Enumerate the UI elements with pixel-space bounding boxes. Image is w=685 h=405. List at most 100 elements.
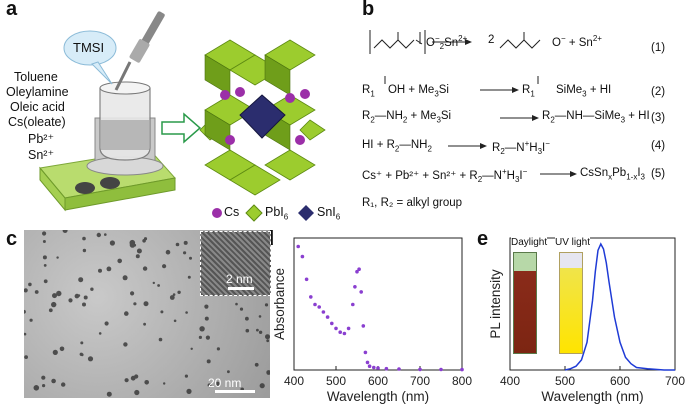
absorbance-point	[418, 367, 422, 372]
nanoparticle	[82, 248, 87, 253]
nanoparticle	[134, 389, 140, 396]
nanoparticle	[130, 375, 136, 381]
cs-legend-icon	[212, 208, 222, 218]
equation-3: R2—NH2 + Me3Si	[362, 110, 452, 125]
nanoparticle	[136, 248, 142, 254]
legend-sni6: SnI6	[317, 205, 341, 222]
y-axis-label: Absorbance	[272, 268, 287, 340]
absorbance-point	[342, 331, 347, 336]
nanoparticle	[24, 355, 28, 359]
nanoparticle	[189, 256, 192, 260]
nanoparticle	[254, 362, 259, 367]
nanoparticle	[106, 266, 112, 272]
nanoparticle	[68, 298, 73, 303]
x-axis-label: Wavelength (nm)	[541, 389, 643, 404]
nanoparticle	[42, 255, 47, 260]
nanoparticle	[235, 302, 238, 306]
nanoparticle	[143, 301, 149, 307]
nanoparticle	[162, 264, 167, 269]
x-tick-label: 500	[555, 374, 575, 388]
panel-label-e: e	[477, 228, 489, 250]
x-axis-label: Wavelength (nm)	[327, 389, 429, 404]
nanoparticle	[264, 303, 269, 307]
nanoparticle	[56, 256, 59, 259]
absorbance-point	[367, 364, 372, 368]
equation-5-product: CsSnxPb1-xI3	[580, 167, 645, 182]
reaction-arrow	[161, 112, 202, 144]
stirrer-knob-left	[75, 182, 95, 194]
nanoparticle	[124, 311, 129, 316]
nanoparticle	[169, 295, 175, 300]
absorbance-point	[330, 321, 334, 326]
nanoparticle	[143, 322, 146, 326]
nanoparticle	[78, 277, 84, 283]
reagent-cs-oleate: Cs(oleate)	[8, 115, 66, 129]
absorbance-point	[317, 305, 321, 309]
equation-4-product: R2—N+H3I−	[492, 139, 550, 157]
equation-5: Cs⁺ + Pb²⁺ + Sn²⁺ + R2—N+H3I−	[362, 167, 528, 185]
absorbance-point	[460, 367, 464, 372]
nanoparticle	[204, 304, 209, 309]
equation-1-product-tail: O− + Sn2+	[552, 34, 602, 49]
nanoparticle	[42, 231, 47, 236]
absorbance-point	[397, 367, 401, 371]
nanoparticle	[43, 264, 47, 267]
absorbance-point	[325, 315, 330, 319]
equation-number-4: (4)	[651, 140, 666, 152]
absorbance-point	[346, 326, 351, 331]
reagent-sn: Sn²⁺	[28, 148, 55, 162]
nanoparticle	[41, 375, 46, 380]
x-tick-label: 700	[665, 374, 685, 388]
y-axis-label: PL intensity	[488, 269, 503, 339]
nanoparticle	[256, 328, 259, 332]
nanoparticle	[206, 359, 211, 364]
absorbance-point	[357, 267, 361, 271]
nanoparticle	[198, 335, 202, 339]
nanoparticle	[158, 337, 163, 342]
nanoparticle	[83, 295, 88, 300]
panel-label-b: b	[362, 0, 375, 20]
tmsi-bubble	[63, 30, 117, 66]
absorbance-point	[353, 285, 357, 289]
nanoparticle	[142, 266, 148, 271]
nanoparticle	[28, 282, 32, 287]
nanoparticle	[104, 321, 109, 326]
absorbance-point	[313, 302, 317, 307]
nanoparticle	[266, 339, 270, 343]
equation-3-product: R2—NH—SiMe3 + HI	[542, 110, 650, 125]
x-tick-label: 600	[610, 374, 630, 388]
stirrer-plate-side	[39, 166, 66, 212]
tem-particles	[24, 230, 270, 397]
absorbance-point	[334, 326, 338, 331]
absorbance-point	[300, 254, 305, 259]
nanoparticle	[80, 341, 84, 345]
nanoparticle	[52, 293, 57, 299]
tem-image	[24, 230, 270, 398]
equation-3-arrow	[500, 115, 539, 121]
nanoparticle	[96, 232, 102, 238]
absorbance-point	[304, 277, 309, 282]
x-tick-label: 800	[452, 374, 472, 388]
equation-1-structures	[369, 30, 541, 54]
equation-number-3: (3)	[651, 112, 666, 124]
nanoparticle	[186, 388, 192, 394]
nanoparticle	[98, 268, 102, 273]
uv-light-label: UV light	[555, 237, 591, 248]
equation-5-arrow	[540, 171, 577, 177]
plot-frame	[509, 237, 676, 371]
nanoparticle	[207, 383, 212, 388]
absorbance-point	[363, 350, 368, 355]
nanoparticle	[177, 290, 181, 294]
absorbance-point	[355, 269, 359, 274]
sni6-octahedron	[239, 94, 286, 139]
x-tick-label: 400	[284, 374, 304, 388]
nanoparticle	[87, 356, 94, 362]
main-scale-label: 20 nm	[208, 376, 242, 390]
nanoparticle	[172, 293, 176, 296]
nanoparticle	[62, 230, 68, 233]
nanoparticle	[77, 294, 81, 297]
reagent-pb: Pb²⁺	[28, 132, 55, 146]
equation-number-1: (1)	[651, 42, 666, 54]
nanoparticle	[259, 383, 265, 389]
nanoparticle	[204, 316, 209, 321]
